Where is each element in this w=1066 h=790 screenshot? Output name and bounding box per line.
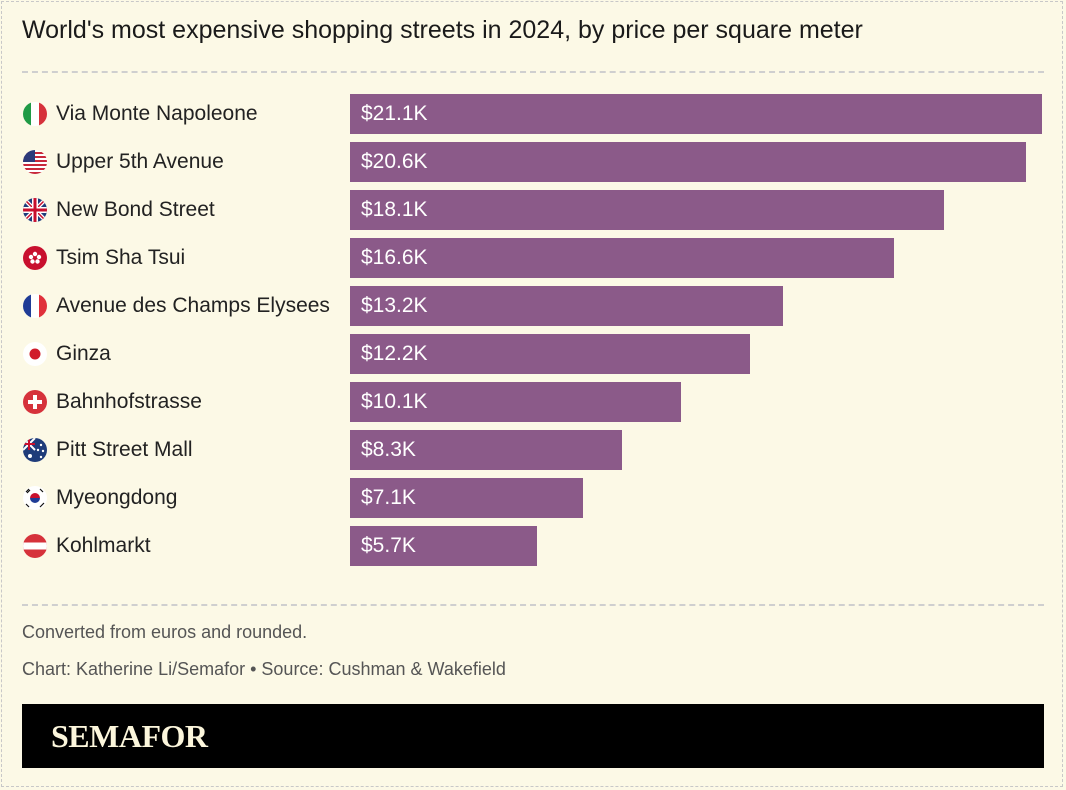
category-label: Upper 5th Avenue (56, 150, 224, 173)
uk-flag-icon (23, 198, 47, 222)
divider (22, 604, 1044, 606)
data-label: $20.6K (361, 150, 428, 173)
category-label: Bahnhofstrasse (56, 390, 202, 413)
category-label: Via Monte Napoleone (56, 102, 258, 125)
austria-flag-icon (23, 534, 47, 558)
data-label: $8.3K (361, 438, 416, 461)
category-label: Myeongdong (56, 486, 178, 509)
bar (350, 526, 537, 566)
data-label: $13.2K (361, 294, 428, 317)
australia-flag-icon (23, 438, 47, 462)
chart-credit: Chart: Katherine Li/Semafor • Source: Cu… (22, 659, 506, 679)
italy-flag-icon (23, 102, 47, 126)
bar (350, 142, 1026, 182)
data-label: $12.2K (361, 342, 428, 365)
category-label: Kohlmarkt (56, 534, 151, 557)
switzerland-flag-icon (23, 390, 47, 414)
category-label: Ginza (56, 342, 111, 365)
category-label: Avenue des Champs Elysees (56, 294, 330, 317)
data-label: $7.1K (361, 486, 416, 509)
bar (350, 94, 1042, 134)
category-label: Pitt Street Mall (56, 438, 193, 461)
france-flag-icon (23, 294, 47, 318)
category-label: Tsim Sha Tsui (56, 246, 186, 269)
data-label: $21.1K (361, 102, 428, 125)
chart-note: Converted from euros and rounded. (22, 622, 308, 642)
category-label: New Bond Street (56, 198, 215, 221)
data-label: $5.7K (361, 534, 416, 557)
japan-flag-icon (23, 342, 47, 366)
bar (350, 334, 751, 374)
bar (350, 382, 682, 422)
divider (22, 71, 1044, 73)
hong-kong-flag-icon (23, 246, 47, 270)
usa-flag-icon (23, 150, 47, 174)
south-korea-flag-icon (23, 486, 47, 510)
data-label: $16.6K (361, 246, 428, 269)
semafor-logo: SEMAFOR (51, 718, 208, 754)
bar (350, 238, 895, 278)
brand-footer: SEMAFOR (22, 704, 1044, 768)
data-label: $10.1K (361, 390, 428, 413)
bar (350, 430, 623, 470)
bar (350, 478, 583, 518)
bar (350, 190, 944, 230)
data-label: $18.1K (361, 198, 428, 221)
chart-title: World's most expensive shopping streets … (22, 16, 863, 44)
bar (350, 286, 783, 326)
